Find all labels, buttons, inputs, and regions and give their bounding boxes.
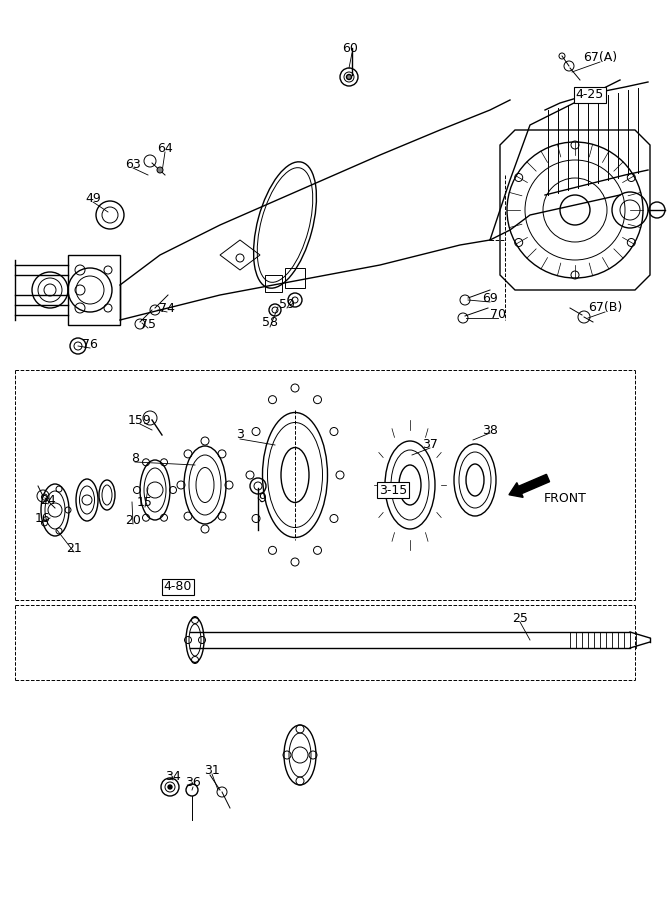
- Text: 3: 3: [236, 428, 244, 442]
- Text: 74: 74: [159, 302, 175, 314]
- Text: 67(A): 67(A): [583, 51, 617, 65]
- Text: 8: 8: [131, 452, 139, 464]
- Text: 60: 60: [342, 41, 358, 55]
- Text: 21: 21: [66, 542, 82, 554]
- Text: 31: 31: [204, 763, 220, 777]
- Text: 70: 70: [490, 309, 506, 321]
- Text: 3-15: 3-15: [379, 483, 407, 497]
- Text: 58: 58: [262, 317, 278, 329]
- Text: 76: 76: [82, 338, 98, 352]
- Text: 16: 16: [35, 511, 51, 525]
- Text: 38: 38: [482, 424, 498, 436]
- Text: 34: 34: [165, 770, 181, 782]
- Text: 15: 15: [137, 497, 153, 509]
- Text: 37: 37: [422, 438, 438, 452]
- Text: 67(B): 67(B): [588, 302, 622, 314]
- Text: 63: 63: [125, 158, 141, 172]
- Text: 59: 59: [279, 299, 295, 311]
- Text: 4-80: 4-80: [164, 580, 192, 593]
- Text: 4-25: 4-25: [576, 88, 604, 102]
- Circle shape: [157, 167, 163, 173]
- Text: FRONT: FRONT: [544, 491, 586, 505]
- Text: 75: 75: [140, 319, 156, 331]
- Text: 9: 9: [258, 491, 266, 505]
- Text: 36: 36: [185, 777, 201, 789]
- Circle shape: [346, 75, 352, 79]
- Text: 25: 25: [512, 611, 528, 625]
- Text: 49: 49: [85, 192, 101, 204]
- Text: 20: 20: [125, 514, 141, 526]
- Text: 159: 159: [128, 413, 152, 427]
- FancyArrow shape: [509, 474, 550, 498]
- Text: 24: 24: [40, 493, 56, 507]
- Text: 69: 69: [482, 292, 498, 304]
- Text: 64: 64: [157, 141, 173, 155]
- Circle shape: [168, 785, 172, 789]
